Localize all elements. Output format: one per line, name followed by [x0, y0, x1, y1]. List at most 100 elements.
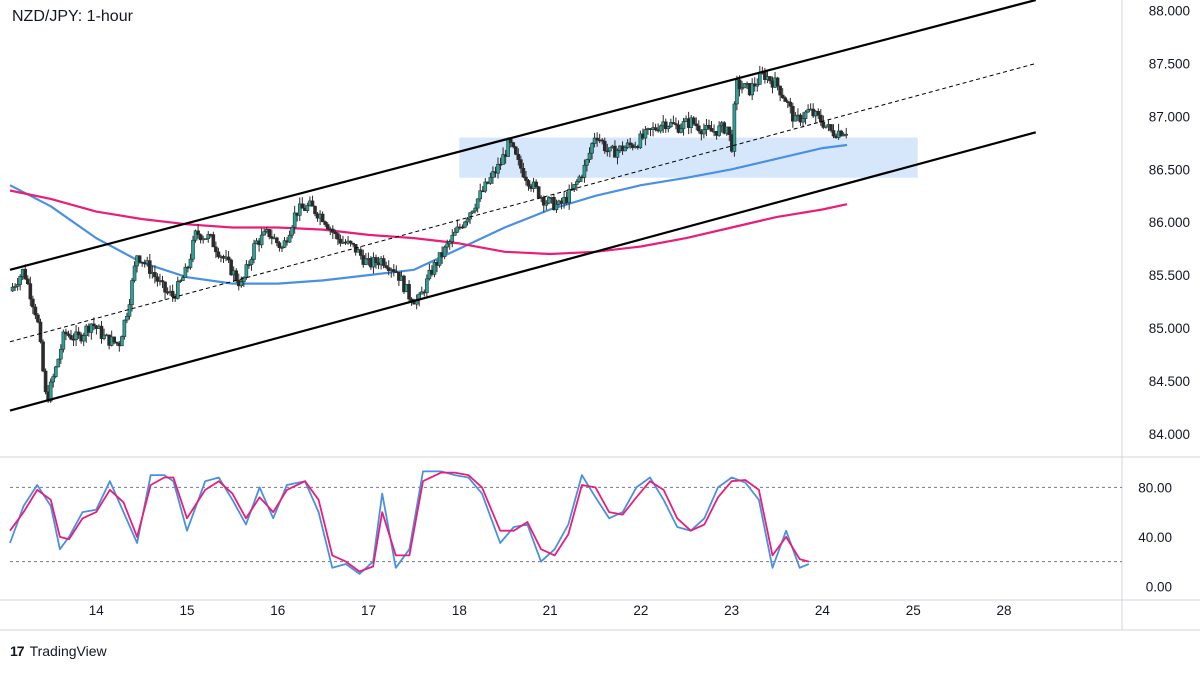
candle-bull — [592, 137, 597, 144]
candle-bear — [170, 290, 175, 297]
candle-bear — [165, 291, 170, 294]
time-tick-label: 14 — [89, 603, 105, 618]
candle-bull — [425, 278, 429, 294]
candle-bull — [252, 243, 256, 260]
candle-bull — [681, 121, 686, 129]
candle-bull — [18, 276, 22, 285]
candle-bull — [452, 231, 457, 236]
stoch-k-line — [9, 470, 810, 575]
stoch-tick-label: 0.00 — [1146, 579, 1172, 594]
candle-bull — [13, 286, 17, 288]
candle-bear — [69, 335, 73, 340]
candle-bull — [51, 376, 56, 383]
time-tick-label: 25 — [906, 603, 921, 618]
candle-bull — [582, 164, 587, 178]
candle-bull — [844, 133, 849, 136]
candle-bear — [600, 139, 605, 142]
candle-bull — [125, 315, 129, 321]
candle-bull — [442, 246, 447, 257]
candle-bull — [666, 126, 671, 130]
candle-bear — [112, 336, 117, 343]
candle-bear — [821, 121, 826, 128]
time-tick-label: 23 — [724, 603, 739, 618]
time-tick-label: 24 — [815, 603, 831, 618]
candle-bear — [358, 249, 363, 256]
candle-bull — [625, 142, 630, 148]
candle-bull — [56, 358, 61, 368]
candle-bull — [203, 238, 208, 240]
candle-bear — [25, 278, 30, 284]
candle-bull — [48, 381, 53, 402]
candle-bear — [671, 122, 676, 124]
candle-bear — [160, 280, 165, 283]
candle-bull — [463, 221, 467, 228]
candle-bear — [778, 85, 782, 96]
price-tick-label: 84.500 — [1149, 374, 1190, 389]
candle-bear — [775, 77, 780, 87]
candle-bull — [130, 280, 134, 305]
candle-bear — [628, 142, 632, 145]
candle-bear — [269, 236, 274, 239]
candle-bull — [501, 154, 505, 165]
candle-bear — [333, 232, 338, 234]
price-tick-label: 87.000 — [1149, 109, 1190, 124]
candle-bear — [524, 176, 528, 181]
tradingview-brand: TradingView — [29, 643, 107, 659]
candle-bull — [803, 111, 808, 119]
candle-bear — [663, 121, 668, 130]
candle-bear — [709, 128, 714, 132]
candle-bull — [577, 176, 582, 182]
candle-bull — [758, 72, 762, 85]
candle-bull — [496, 163, 500, 174]
tradingview-footer: 17 TradingView — [10, 643, 107, 659]
candle-bull — [132, 265, 137, 281]
candle-bear — [526, 180, 531, 187]
candle-bear — [839, 130, 843, 137]
candle-bull — [206, 234, 211, 239]
candle-bear — [653, 127, 658, 131]
candle-bear — [275, 237, 279, 244]
candle-bull — [10, 286, 15, 292]
chart-title: NZD/JPY: 1-hour — [12, 8, 133, 25]
candle-bear — [691, 117, 696, 125]
candle-bear — [348, 240, 353, 244]
candle-bull — [658, 125, 663, 132]
candle-bear — [338, 238, 343, 244]
candle-bull — [669, 122, 673, 127]
candle-bull — [755, 83, 760, 87]
candle-bull — [292, 212, 297, 228]
candle-bear — [147, 260, 152, 274]
candle-bull — [735, 79, 739, 105]
candle-bull — [750, 83, 754, 96]
candle-bear — [374, 257, 378, 264]
candle-bear — [386, 267, 391, 271]
candle-bear — [737, 79, 742, 90]
stoch-tick-label: 40.00 — [1138, 530, 1172, 545]
price-tick-label: 86.000 — [1149, 215, 1190, 230]
candle-bull — [638, 133, 643, 149]
candle-bear — [816, 110, 821, 116]
candle-bear — [381, 258, 386, 266]
candle-bull — [585, 159, 589, 166]
candle-bull — [188, 258, 193, 268]
candle-bear — [788, 101, 793, 107]
candle-bear — [325, 224, 330, 230]
channel-upper-line — [9, 0, 1037, 271]
candle-bear — [541, 196, 546, 206]
candle-bull — [175, 281, 180, 299]
candle-bull — [491, 171, 495, 178]
price-tick-label: 87.500 — [1149, 56, 1190, 71]
candle-bull — [475, 198, 480, 209]
candle-bear — [384, 265, 388, 268]
candle-bull — [732, 103, 737, 152]
candle-bear — [33, 306, 38, 316]
candle-bull — [89, 323, 94, 333]
channel-middle-line — [9, 63, 1036, 343]
candle-bull — [587, 152, 592, 160]
tradingview-logo-icon: 17 — [10, 643, 25, 659]
candle-bear — [300, 203, 305, 209]
candle-bear — [552, 197, 556, 211]
candle-bull — [183, 266, 188, 278]
price-tick-label: 86.500 — [1149, 162, 1190, 177]
